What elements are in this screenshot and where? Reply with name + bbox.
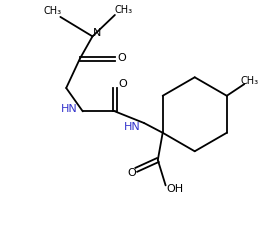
Text: CH₃: CH₃ xyxy=(44,6,62,16)
Text: HN: HN xyxy=(61,104,77,114)
Text: N: N xyxy=(93,28,102,38)
Text: CH₃: CH₃ xyxy=(115,5,133,15)
Text: OH: OH xyxy=(167,184,184,194)
Text: O: O xyxy=(127,168,136,178)
Text: O: O xyxy=(117,53,126,63)
Text: CH₃: CH₃ xyxy=(240,76,258,86)
Text: O: O xyxy=(118,79,127,89)
Text: HN: HN xyxy=(124,122,141,132)
